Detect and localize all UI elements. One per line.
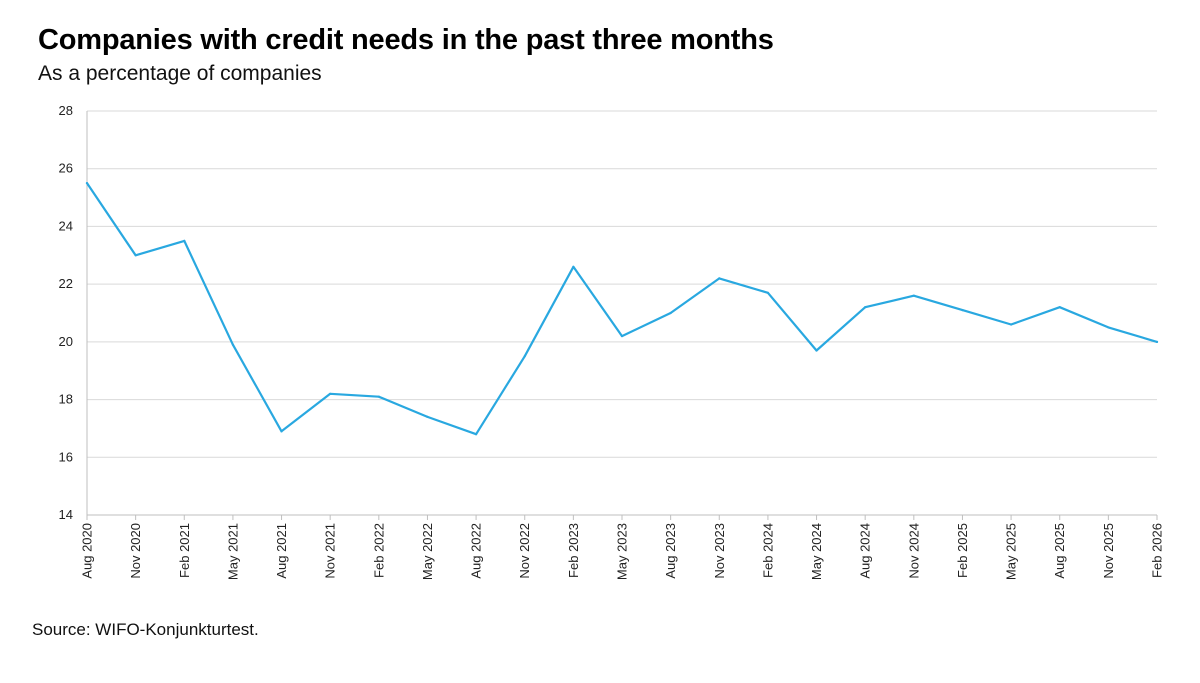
x-tick-label: Aug 2022 bbox=[469, 523, 484, 579]
data-point bbox=[183, 239, 186, 242]
x-tick-label: Feb 2024 bbox=[760, 523, 775, 578]
data-point bbox=[572, 265, 575, 268]
x-tick-label: May 2024 bbox=[809, 523, 824, 580]
data-point bbox=[718, 277, 721, 280]
data-point bbox=[523, 355, 526, 358]
x-tick-label: May 2023 bbox=[615, 523, 630, 580]
data-point bbox=[474, 433, 478, 436]
data-point bbox=[766, 291, 770, 294]
x-tick-label: Nov 2020 bbox=[128, 523, 143, 579]
x-tick-label: May 2022 bbox=[420, 523, 435, 580]
x-tick-label: May 2025 bbox=[1004, 523, 1019, 580]
data-point bbox=[815, 349, 818, 352]
x-tick-label: Feb 2025 bbox=[955, 523, 970, 578]
axes bbox=[86, 111, 1158, 520]
y-tick-labels: 14 16 18 20 22 24 26 28 bbox=[59, 103, 73, 522]
data-point bbox=[961, 309, 964, 312]
series-layer bbox=[85, 182, 1159, 436]
y-tick-label: 14 bbox=[59, 507, 73, 522]
data-point bbox=[620, 334, 624, 338]
y-tick-label: 18 bbox=[59, 392, 73, 407]
x-tick-label: Nov 2024 bbox=[906, 523, 921, 579]
source-note: Source: WIFO-Konjunkturtest. bbox=[32, 620, 259, 639]
data-point bbox=[134, 254, 137, 257]
data-point bbox=[85, 182, 89, 185]
chart-title: Companies with credit needs in the past … bbox=[38, 24, 774, 56]
data-point bbox=[280, 430, 283, 433]
y-tick-label: 20 bbox=[59, 334, 73, 349]
data-point bbox=[669, 311, 672, 315]
data-point bbox=[1107, 326, 1110, 329]
data-point bbox=[231, 343, 235, 346]
data-point bbox=[1155, 340, 1159, 343]
x-tick-label: Feb 2023 bbox=[566, 523, 581, 578]
data-point bbox=[329, 392, 332, 395]
y-tick-label: 26 bbox=[59, 161, 73, 176]
x-tick-label: Nov 2022 bbox=[517, 523, 532, 579]
x-tick-label: Aug 2025 bbox=[1052, 523, 1067, 579]
data-point bbox=[912, 294, 915, 297]
x-tick-label: Aug 2023 bbox=[663, 523, 678, 579]
x-tick-label: May 2021 bbox=[225, 523, 240, 580]
x-tick-label: Nov 2021 bbox=[323, 523, 338, 579]
chart-subtitle: As a percentage of companies bbox=[38, 62, 322, 85]
data-point bbox=[377, 395, 380, 398]
y-tick-label: 24 bbox=[59, 218, 73, 233]
x-tick-labels: Aug 2020 Nov 2020 Feb 2021 May 2021 Aug 2021… bbox=[80, 523, 1165, 580]
data-point bbox=[426, 415, 429, 418]
series-line bbox=[85, 182, 1159, 436]
x-tick-label: Nov 2023 bbox=[712, 523, 727, 579]
x-tick-label: Aug 2024 bbox=[858, 523, 873, 579]
y-tick-label: 28 bbox=[59, 103, 73, 118]
y-tick-label: 16 bbox=[59, 449, 73, 464]
x-tick-label: Feb 2021 bbox=[177, 523, 192, 578]
x-tick-label: Feb 2026 bbox=[1150, 523, 1165, 578]
data-point bbox=[864, 306, 867, 309]
x-tick-label: Aug 2021 bbox=[274, 523, 289, 579]
x-tick-label: Feb 2022 bbox=[371, 523, 386, 578]
gridlines bbox=[87, 110, 1157, 458]
data-point bbox=[1058, 306, 1061, 309]
data-point bbox=[1009, 323, 1013, 326]
y-tick-label: 22 bbox=[59, 276, 73, 291]
x-tick-label: Aug 2020 bbox=[80, 523, 95, 579]
x-tick-label: Nov 2025 bbox=[1101, 523, 1116, 579]
